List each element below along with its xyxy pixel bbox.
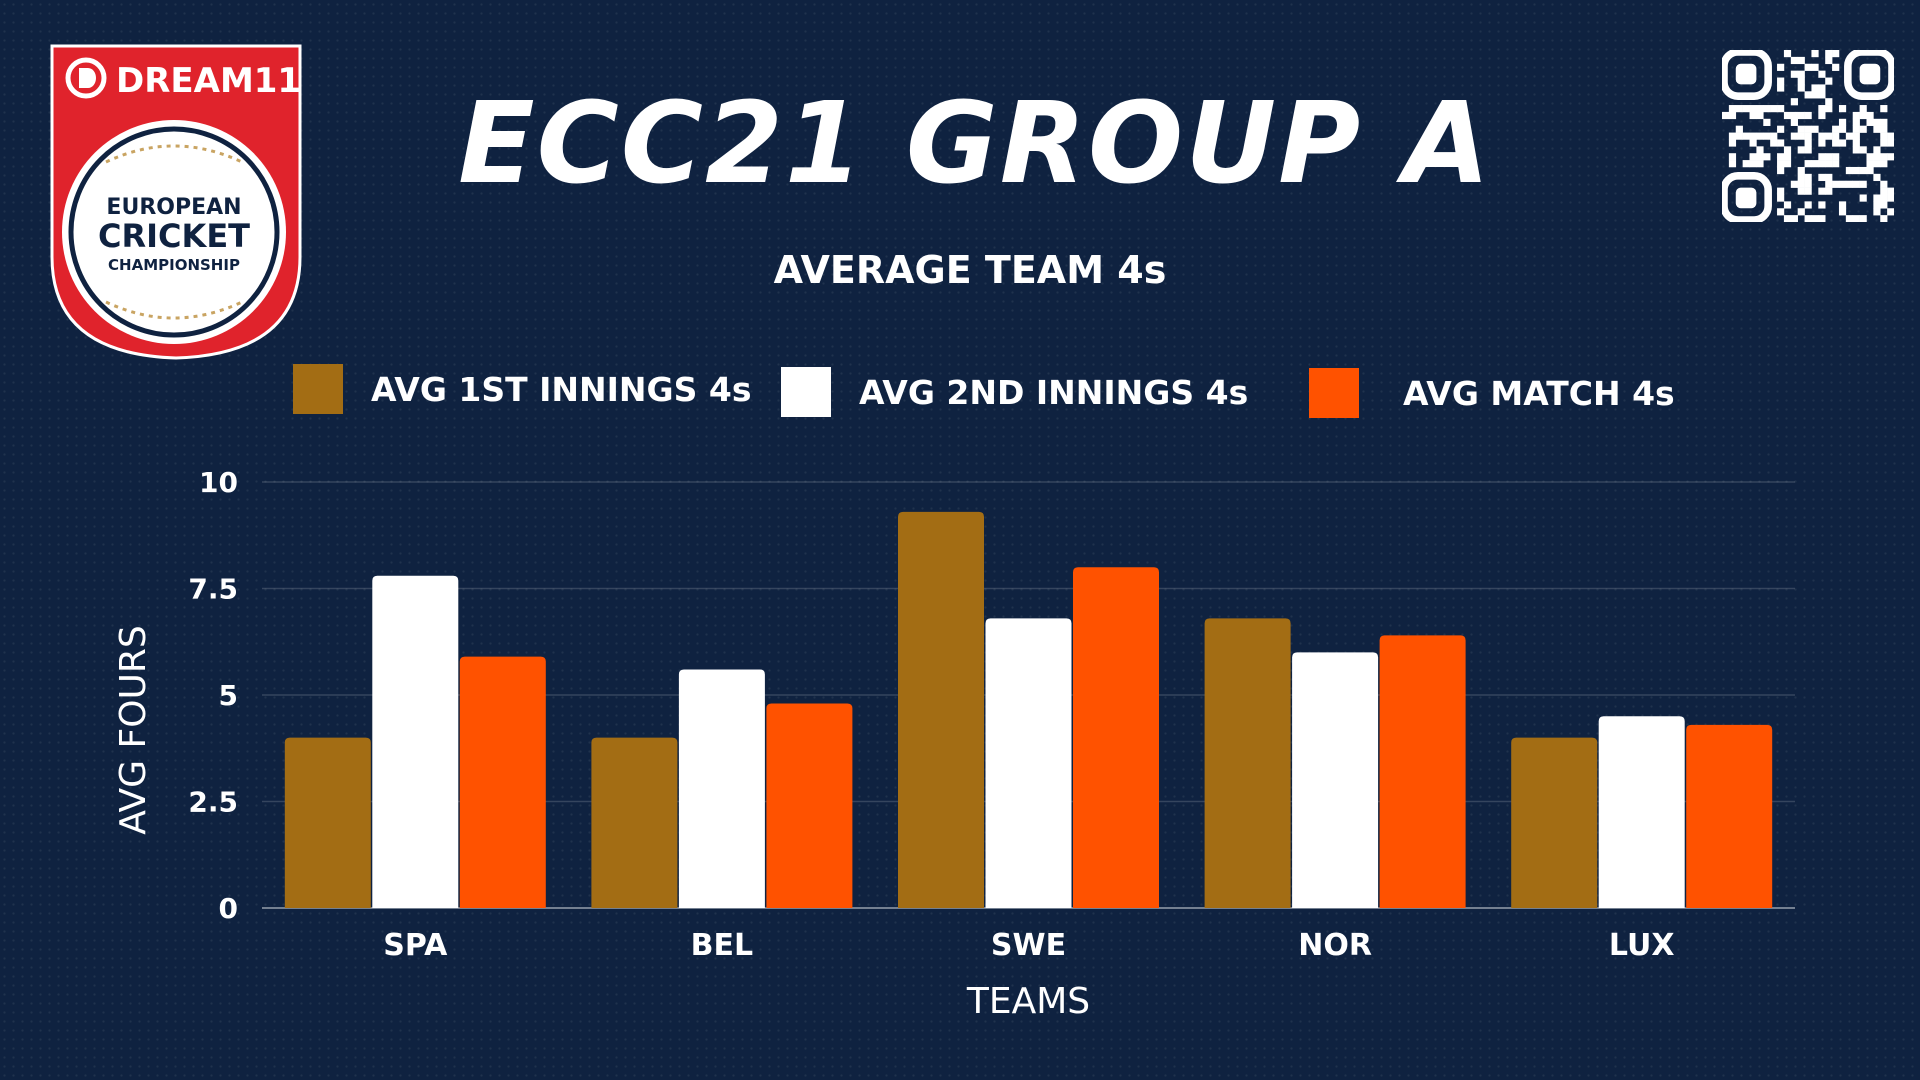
dream11-mark-icon	[65, 57, 107, 99]
bar-nor-series-2	[1292, 652, 1379, 908]
x-tick-label-bel: BEL	[691, 928, 753, 963]
y-tick-label: 2.5	[188, 786, 238, 819]
bar-bel-series-2	[678, 669, 765, 908]
bar-bel-series-3	[766, 703, 853, 908]
bar-spa-series-2	[372, 575, 459, 908]
page-title: ECC21 GROUP A	[458, 79, 1492, 209]
y-tick-label: 7.5	[188, 573, 238, 606]
x-tick-label-swe: SWE	[991, 928, 1066, 963]
bar-bel-series-1	[591, 737, 678, 908]
legend-label-match: AVG MATCH 4s	[1403, 373, 1675, 413]
logo-line-championship: CHAMPIONSHIP	[108, 256, 240, 274]
bar-spa-series-3	[459, 656, 546, 908]
logo-brand: DREAM11	[116, 61, 301, 101]
legend-item-match: AVG MATCH 4s	[1309, 368, 1675, 418]
legend-swatch-match	[1309, 368, 1359, 418]
qr-code-icon	[1720, 48, 1896, 224]
bar-lux-series-1	[1511, 737, 1598, 908]
legend-label-2nd-innings: AVG 2ND INNINGS 4s	[859, 372, 1249, 412]
logo-line-cricket: CRICKET	[98, 217, 250, 255]
championship-logo: DREAM11 EUROPEAN CRICKET CHAMPIONSHIP	[46, 42, 306, 362]
x-axis-title: TEAMS	[966, 981, 1090, 1022]
bar-nor-series-3	[1379, 635, 1466, 908]
y-tick-label: 10	[199, 466, 238, 499]
legend-label-1st-innings: AVG 1ST INNINGS 4s	[371, 369, 752, 409]
y-axis-title: AVG FOURS	[113, 625, 154, 835]
bar-lux-series-3	[1686, 724, 1773, 908]
x-tick-label-nor: NOR	[1298, 928, 1372, 963]
y-tick-label: 5	[219, 679, 238, 712]
bar-spa-series-1	[284, 737, 371, 908]
x-tick-label-lux: LUX	[1609, 928, 1675, 963]
logo-shield-icon: DREAM11 EUROPEAN CRICKET CHAMPIONSHIP	[50, 44, 302, 360]
bar-swe-series-1	[898, 511, 984, 908]
legend-swatch-2nd-innings	[781, 367, 831, 417]
chart-title: AVERAGE TEAM 4s	[773, 248, 1167, 292]
legend-swatch-1st-innings	[293, 364, 343, 414]
x-tick-label-spa: SPA	[383, 928, 448, 963]
bar-swe-series-3	[1073, 567, 1159, 908]
y-tick-label: 0	[219, 892, 238, 925]
legend-item-1st-innings: AVG 1ST INNINGS 4s	[293, 364, 752, 414]
legend-item-2nd-innings: AVG 2ND INNINGS 4s	[781, 367, 1248, 417]
bar-nor-series-1	[1204, 618, 1291, 908]
bar-lux-series-2	[1598, 716, 1685, 908]
bar-swe-series-2	[985, 618, 1072, 908]
logo-line-european: EUROPEAN	[106, 195, 241, 220]
